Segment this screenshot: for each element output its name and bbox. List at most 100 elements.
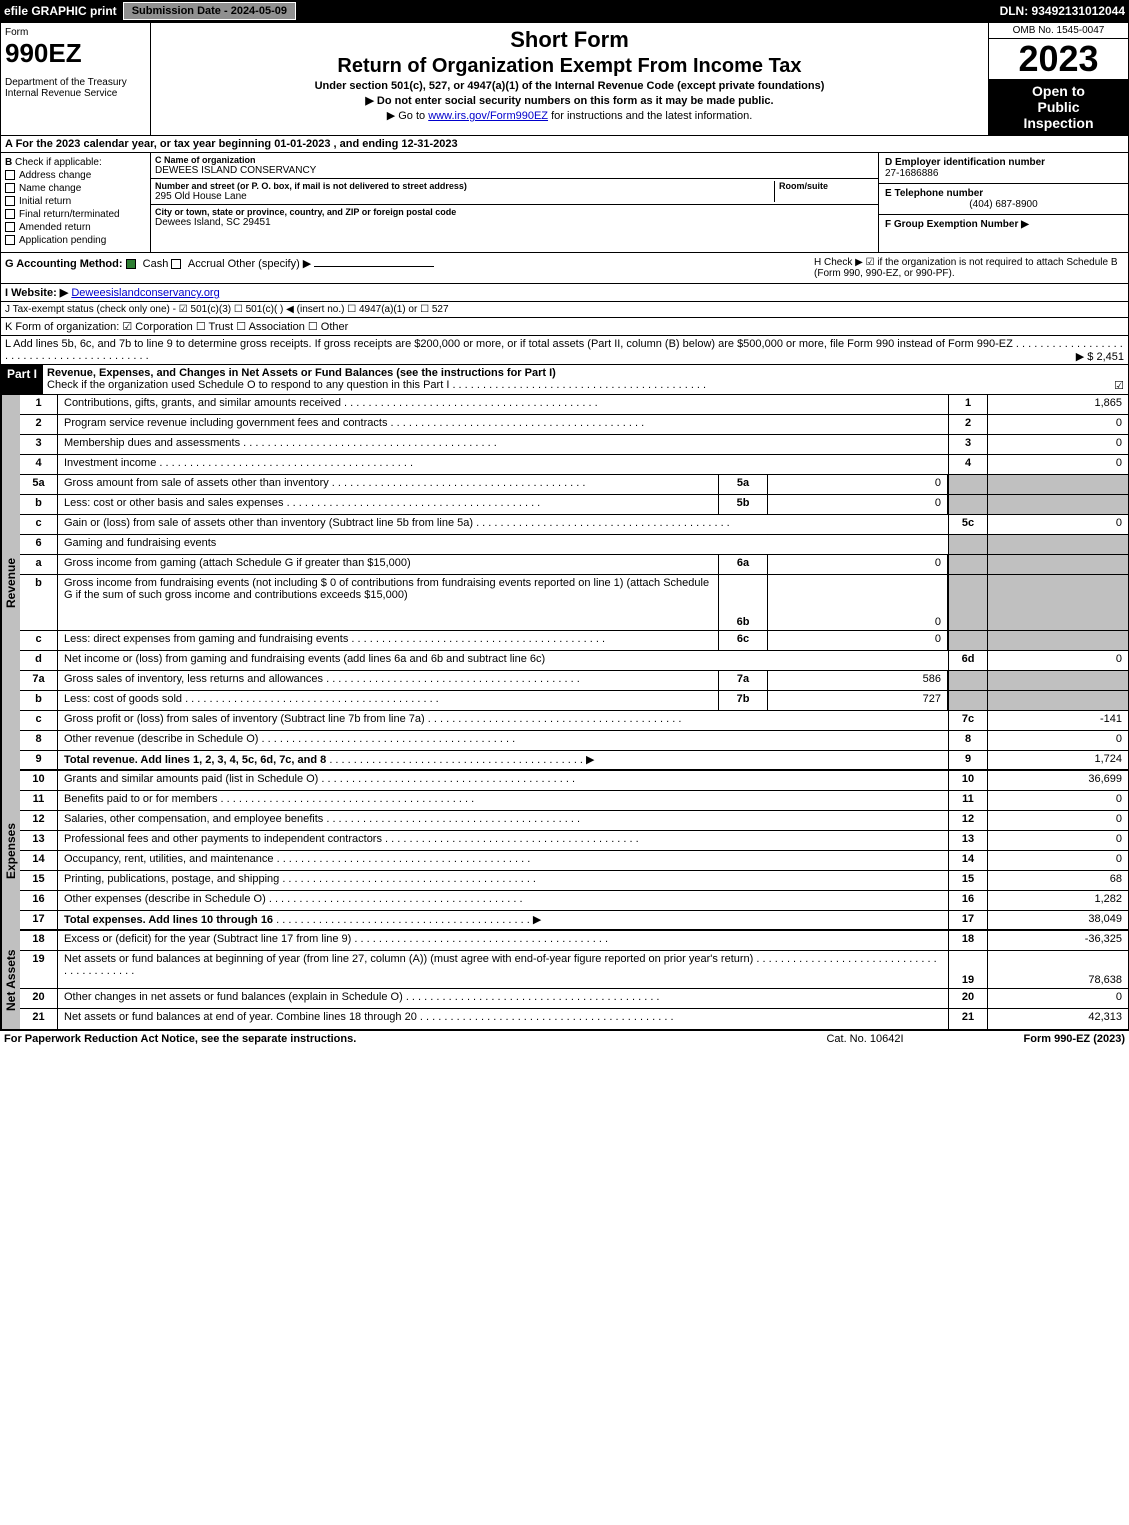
ln10-rnum: 10 bbox=[948, 771, 988, 790]
ln17-num: 17 bbox=[20, 911, 58, 929]
ln1-rnum: 1 bbox=[948, 395, 988, 414]
ln7a-num: 7a bbox=[20, 671, 58, 690]
ln7a-sub: 7a bbox=[718, 671, 768, 690]
header-instr-2: ▶ Go to www.irs.gov/Form990EZ for instru… bbox=[159, 109, 980, 122]
checkbox-final-return[interactable] bbox=[5, 209, 15, 219]
section-def: D Employer identification number 27-1686… bbox=[878, 153, 1128, 252]
ln14-desc: Occupancy, rent, utilities, and maintena… bbox=[64, 853, 274, 865]
opt-5: Application pending bbox=[19, 235, 106, 246]
ln7c-num: c bbox=[20, 711, 58, 730]
ein-value: 27-1686886 bbox=[885, 168, 1122, 179]
ln15-num: 15 bbox=[20, 871, 58, 890]
netassets-section: Net Assets 18Excess or (deficit) for the… bbox=[0, 931, 1129, 1030]
org-addr: 295 Old House Lane bbox=[155, 191, 774, 202]
section-g: G Accounting Method: Cash Accrual Other … bbox=[5, 257, 814, 279]
ln4-val: 0 bbox=[988, 455, 1128, 474]
header-instr-1: ▶ Do not enter social security numbers o… bbox=[159, 94, 980, 107]
top-bar: efile GRAPHIC print Submission Date - 20… bbox=[0, 0, 1129, 22]
ln5a-sub: 5a bbox=[718, 475, 768, 494]
submission-date: Submission Date - 2024-05-09 bbox=[123, 2, 296, 20]
revenue-section: Revenue 1Contributions, gifts, grants, a… bbox=[0, 395, 1129, 771]
ln6c-sub: 6c bbox=[718, 631, 768, 650]
checkbox-accrual[interactable] bbox=[171, 259, 181, 269]
return-title: Return of Organization Exempt From Incom… bbox=[159, 55, 980, 78]
ln6d-desc: Net income or (loss) from gaming and fun… bbox=[64, 653, 545, 665]
part1-subtitle: Check if the organization used Schedule … bbox=[47, 379, 449, 391]
checkbox-amended-return[interactable] bbox=[5, 222, 15, 232]
g-accrual: Accrual bbox=[188, 258, 225, 270]
ln20-desc: Other changes in net assets or fund bala… bbox=[64, 991, 403, 1003]
section-h: H Check ▶ ☑ if the organization is not r… bbox=[814, 257, 1124, 279]
l-text: L Add lines 5b, 6c, and 7b to line 9 to … bbox=[5, 338, 1013, 350]
opt-1: Name change bbox=[19, 183, 81, 194]
ln21-num: 21 bbox=[20, 1009, 58, 1029]
ln16-desc: Other expenses (describe in Schedule O) bbox=[64, 893, 266, 905]
c-addr-label: Number and street (or P. O. box, if mail… bbox=[155, 181, 774, 191]
ln4-rnum: 4 bbox=[948, 455, 988, 474]
irs-link[interactable]: www.irs.gov/Form990EZ bbox=[428, 110, 548, 122]
line-a: A For the 2023 calendar year, or tax yea… bbox=[0, 136, 1129, 153]
ln14-num: 14 bbox=[20, 851, 58, 870]
website-link[interactable]: Deweesislandconservancy.org bbox=[71, 287, 219, 299]
ln6b-subval: 0 bbox=[768, 575, 948, 630]
ln6b-sub: 6b bbox=[718, 575, 768, 630]
ln14-val: 0 bbox=[988, 851, 1128, 870]
ln15-desc: Printing, publications, postage, and shi… bbox=[64, 873, 279, 885]
ln19-val: 78,638 bbox=[988, 951, 1128, 988]
netassets-label: Net Assets bbox=[1, 931, 20, 1029]
ln6a-num: a bbox=[20, 555, 58, 574]
ln18-val: -36,325 bbox=[988, 931, 1128, 950]
insp-1: Open to bbox=[991, 83, 1126, 99]
ln1-val: 1,865 bbox=[988, 395, 1128, 414]
ln7b-num: b bbox=[20, 691, 58, 710]
section-l: L Add lines 5b, 6c, and 7b to line 9 to … bbox=[0, 336, 1129, 365]
part1-label: Part I bbox=[1, 365, 43, 394]
ln19-rnum: 19 bbox=[948, 951, 988, 988]
page-footer: For Paperwork Reduction Act Notice, see … bbox=[0, 1030, 1129, 1047]
header-center: Short Form Return of Organization Exempt… bbox=[151, 23, 988, 135]
block-bcdef: B Check if applicable: Address change Na… bbox=[0, 153, 1129, 253]
ln12-val: 0 bbox=[988, 811, 1128, 830]
ln5c-rnum: 5c bbox=[948, 515, 988, 534]
ln13-desc: Professional fees and other payments to … bbox=[64, 833, 382, 845]
tel-label: E Telephone number bbox=[885, 188, 1122, 199]
opt-2: Initial return bbox=[19, 196, 71, 207]
ln6c-desc: Less: direct expenses from gaming and fu… bbox=[64, 633, 348, 645]
ln16-val: 1,282 bbox=[988, 891, 1128, 910]
part1-header-row: Part I Revenue, Expenses, and Changes in… bbox=[0, 365, 1129, 395]
checkbox-initial-return[interactable] bbox=[5, 196, 15, 206]
section-b: B Check if applicable: Address change Na… bbox=[1, 153, 151, 252]
insp-2: Public bbox=[991, 99, 1126, 115]
i-label: I Website: ▶ bbox=[5, 287, 68, 299]
ln16-rnum: 16 bbox=[948, 891, 988, 910]
part1-dots bbox=[452, 379, 706, 391]
ln6c-num: c bbox=[20, 631, 58, 650]
efile-label: efile GRAPHIC print bbox=[4, 4, 117, 18]
checkbox-application-pending[interactable] bbox=[5, 235, 15, 245]
ln18-num: 18 bbox=[20, 931, 58, 950]
dept-label: Department of the Treasury Internal Reve… bbox=[5, 77, 146, 99]
ln8-rnum: 8 bbox=[948, 731, 988, 750]
ln6d-rnum: 6d bbox=[948, 651, 988, 670]
ln21-val: 42,313 bbox=[988, 1009, 1128, 1029]
part1-checked: ☑ bbox=[1114, 379, 1124, 392]
checkbox-name-change[interactable] bbox=[5, 183, 15, 193]
ln6b-num: b bbox=[20, 575, 58, 630]
ln3-val: 0 bbox=[988, 435, 1128, 454]
b-check: Check if applicable: bbox=[15, 157, 102, 168]
revenue-lines: 1Contributions, gifts, grants, and simil… bbox=[20, 395, 1128, 771]
row-gh: G Accounting Method: Cash Accrual Other … bbox=[0, 253, 1129, 284]
checkbox-cash[interactable] bbox=[126, 259, 136, 269]
checkbox-address-change[interactable] bbox=[5, 170, 15, 180]
ln17-desc: Total expenses. Add lines 10 through 16 bbox=[64, 914, 273, 926]
ln13-val: 0 bbox=[988, 831, 1128, 850]
ln19-desc: Net assets or fund balances at beginning… bbox=[64, 953, 753, 965]
ln6b-desc: Gross income from fundraising events (no… bbox=[58, 575, 718, 630]
ln8-val: 0 bbox=[988, 731, 1128, 750]
opt-4: Amended return bbox=[19, 222, 91, 233]
section-i: I Website: ▶ Deweesislandconservancy.org bbox=[0, 284, 1129, 302]
expenses-section: Expenses 10Grants and similar amounts pa… bbox=[0, 771, 1129, 931]
part1-title: Revenue, Expenses, and Changes in Net As… bbox=[47, 367, 556, 379]
ln17-rnum: 17 bbox=[948, 911, 988, 929]
ln5c-desc: Gain or (loss) from sale of assets other… bbox=[64, 517, 473, 529]
